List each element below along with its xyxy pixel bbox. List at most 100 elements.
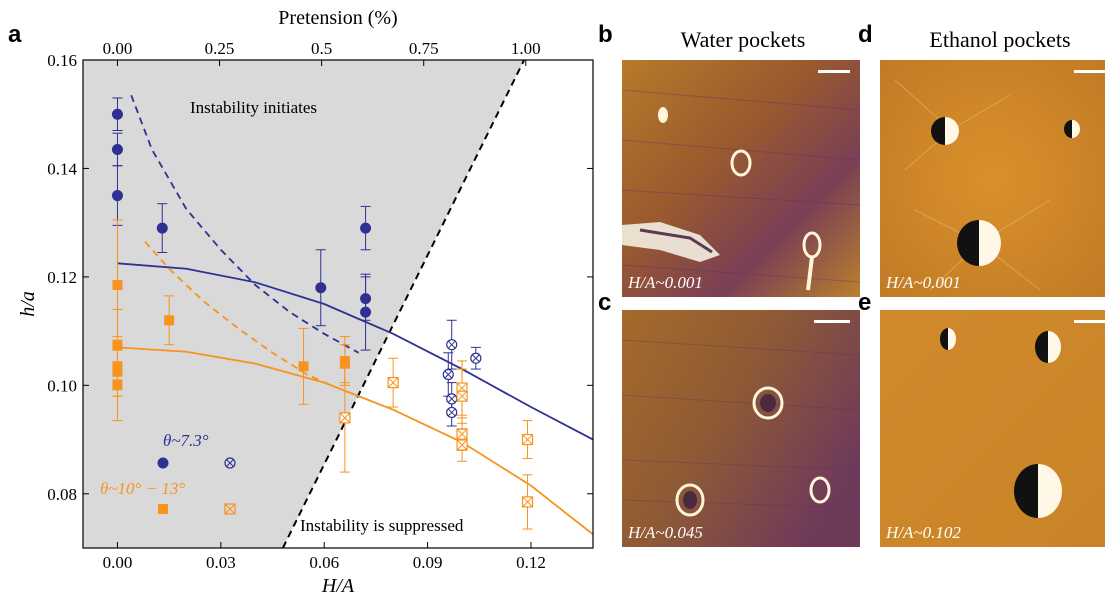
boundary-line [281, 59, 525, 549]
data-point-blue-filled-circle [111, 108, 123, 120]
data-point-orange-filled-square [164, 315, 175, 326]
data-point-orange-filled-square [298, 361, 309, 372]
panel-label-c: c [598, 289, 611, 316]
marker-shape [339, 358, 350, 369]
top-tick-label: 0.75 [409, 39, 439, 58]
marker-shape [164, 315, 175, 326]
data-point-orange-filled-square [112, 280, 123, 291]
marker-shape [111, 143, 123, 155]
data-point-blue-crossed-circle [470, 352, 482, 364]
x-tick-label: 0.03 [206, 553, 236, 572]
data-point-blue-crossed-circle [442, 368, 454, 381]
scatter-chart: 0.00 0.03 0.06 0.09 0.12 0.08 0.10 0.12 0.14 0.16… [17, 7, 594, 597]
micrograph-label-b: H/A~0.001 [627, 273, 703, 292]
data-point-blue-filled-circle [156, 222, 168, 234]
top-axis-title: Pretension (%) [278, 7, 397, 29]
marker-shape [111, 108, 123, 120]
top-tick-label: 1.00 [511, 39, 541, 58]
y-tick-label: 0.12 [47, 268, 77, 287]
marker-cross [339, 412, 351, 424]
data-point-orange-crossed-square [339, 412, 351, 424]
curve-blue-solid [117, 262, 593, 441]
data-point-orange-filled-square [112, 339, 123, 350]
legend-marker-orange-filled [158, 504, 168, 514]
data-point-blue-crossed-circle [446, 406, 458, 419]
data-point-orange-crossed-square [387, 377, 399, 389]
marker-shape [156, 222, 168, 234]
data-point-orange-crossed-square [456, 428, 468, 440]
data-point-blue-filled-circle [315, 282, 327, 294]
marker-shape [360, 222, 372, 234]
top-tick-label: 0.5 [311, 39, 332, 58]
marker-shape [112, 339, 123, 350]
data-point-blue-crossed-circle [446, 393, 458, 405]
marker-cross [444, 370, 453, 379]
data-point-orange-crossed-square [456, 439, 468, 451]
title-water-pockets: Water pockets [681, 27, 806, 52]
curve-orange-solid [117, 346, 593, 536]
panel-label-a: a [8, 21, 22, 48]
x-tick-label: 0.00 [103, 553, 133, 572]
marker-shape [112, 280, 123, 291]
legend-marker-blue-filled [157, 457, 169, 469]
top-tick-label: 0.25 [205, 39, 235, 58]
marker-cross [447, 408, 456, 417]
plot-frame [82, 59, 594, 549]
y-tick-label: 0.08 [47, 485, 77, 504]
marker-cross [387, 377, 399, 388]
x-tick-label: 0.09 [413, 553, 443, 572]
legend-label-orange: θ~10° − 13° [100, 479, 185, 498]
marker-cross [456, 428, 468, 440]
y-axis-title: h/a [17, 291, 39, 317]
micrograph-c: H/A~0.045 [621, 310, 861, 547]
y-tick-label: 0.14 [47, 159, 77, 178]
marker-shape [111, 190, 123, 202]
marker-cross [471, 354, 480, 363]
data-point-orange-filled-square [112, 366, 123, 377]
marker-cross [522, 496, 533, 508]
y-tick-label: 0.10 [47, 376, 77, 395]
panel-label-e: e [858, 289, 871, 316]
micrograph-b: H/A~0.001 [621, 60, 861, 297]
marker-cross [456, 439, 468, 451]
panel-label-d: d [858, 21, 873, 48]
marker-cross [447, 340, 456, 349]
micrograph-label-d: H/A~0.001 [885, 273, 961, 292]
data-point-orange-filled-square [112, 361, 123, 372]
title-ethanol-pockets: Ethanol pockets [929, 27, 1070, 52]
curve-blue-dashed [130, 94, 360, 354]
annotation-instability-initiates: Instability initiates [190, 98, 317, 117]
instability-region [83, 60, 525, 548]
data-point-orange-crossed-square [456, 390, 468, 402]
micrograph-label-c: H/A~0.045 [627, 523, 703, 542]
curve-orange-dashed [144, 241, 332, 387]
micrograph-d: H/A~0.001 [880, 60, 1105, 297]
data-point-orange-filled-square [339, 358, 350, 369]
marker-cross [456, 390, 468, 402]
marker-shape [360, 293, 372, 305]
marker-shape [360, 306, 372, 318]
marker-cross [447, 395, 456, 403]
data-point-orange-filled-square [112, 380, 123, 391]
data-point-blue-filled-circle [111, 190, 123, 202]
marker-shape [112, 380, 123, 391]
panel-label-b: b [598, 21, 613, 48]
marker-cross [522, 434, 533, 445]
marker-shape [315, 282, 327, 294]
x-tick-label: 0.06 [309, 553, 339, 572]
micrograph-label-e: H/A~0.102 [885, 523, 961, 542]
data-point-blue-filled-circle [360, 222, 372, 234]
marker-shape [112, 361, 123, 372]
legend-marker-orange-crossed [224, 503, 236, 515]
x-tick-label: 0.12 [516, 553, 546, 572]
data-point-blue-filled-circle [360, 306, 372, 318]
micrograph-e: H/A~0.102 [880, 310, 1105, 547]
data-point-blue-crossed-circle [446, 339, 458, 351]
top-tick-label: 0.00 [103, 39, 133, 58]
legend-label-blue: θ~7.3° [163, 431, 209, 450]
legend-marker-blue-crossed [224, 457, 236, 469]
data-point-orange-crossed-square [521, 496, 534, 508]
y-tick-label: 0.16 [47, 51, 77, 70]
x-axis-title: H/A [321, 575, 355, 597]
